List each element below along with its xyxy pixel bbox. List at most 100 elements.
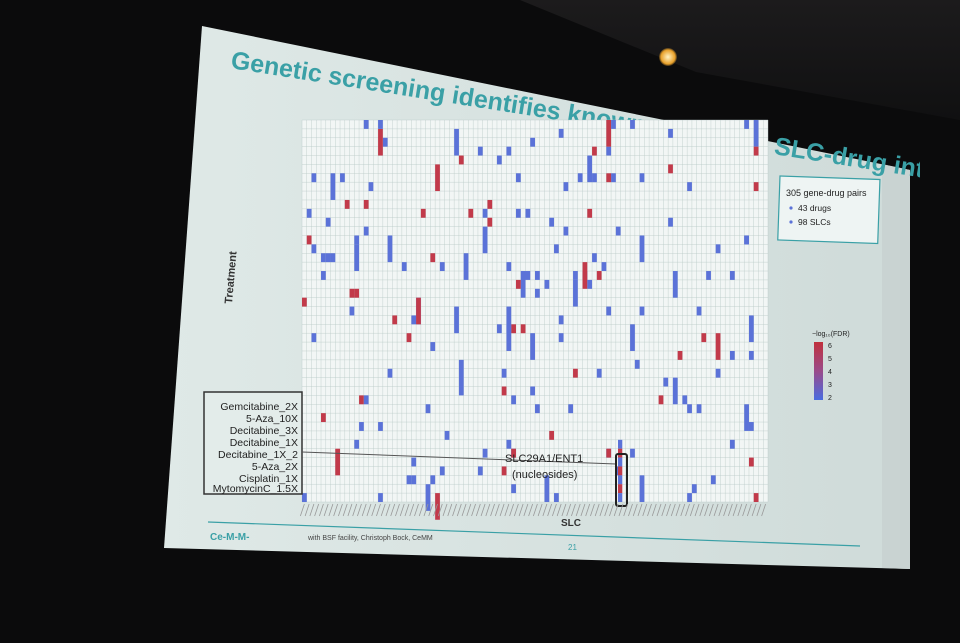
column-label-tick	[532, 503, 538, 517]
column-label-tick	[466, 503, 472, 517]
heatmap-cell	[668, 128, 673, 138]
column-label-tick	[609, 503, 614, 517]
heatmap-cell	[511, 395, 516, 405]
highlighted-column-cell	[618, 466, 623, 476]
page-number: 21	[568, 543, 577, 552]
heatmap-cell	[615, 226, 621, 236]
column-label-tick	[704, 503, 709, 517]
highlighted-column-cell	[618, 439, 623, 449]
column-label-tick	[580, 503, 586, 517]
column-label-tick	[713, 503, 719, 517]
bullet-dot	[789, 206, 793, 210]
legend-tick: 5	[828, 356, 832, 363]
heatmap-cell	[573, 368, 578, 378]
column-label-tick	[437, 503, 443, 517]
highlighted-column-cell	[618, 475, 623, 485]
heatmap-cell	[330, 253, 336, 263]
column-label-tick	[314, 503, 320, 517]
column-label-tick	[590, 503, 595, 517]
column-label-tick	[623, 503, 629, 517]
ceiling-spotlight-icon	[659, 48, 677, 66]
heatmap-cell	[302, 297, 307, 307]
highlighted-column-cell	[618, 457, 623, 467]
heatmap-cell	[744, 404, 749, 431]
heatmap-cell	[468, 208, 474, 218]
heatmap-cell	[349, 306, 355, 316]
heatmap-cell	[596, 271, 602, 280]
column-label-tick	[352, 503, 358, 517]
heatmap-cell	[535, 404, 540, 414]
heatmap-cell	[611, 173, 616, 183]
heatmap-cell	[306, 235, 312, 245]
footer-credit: with BSF facility, Christoph Bock, CeMM	[307, 535, 433, 542]
heatmap-cell	[501, 466, 507, 476]
heatmap-cell	[354, 288, 360, 298]
column-label-tick	[604, 503, 610, 517]
heatmap-cell	[530, 333, 535, 360]
column-label-tick	[357, 503, 362, 517]
column-label-tick	[509, 503, 514, 517]
heatmap-cell	[668, 164, 673, 174]
column-label-tick	[328, 503, 334, 517]
heatmap-cell	[682, 395, 688, 405]
heatmap-cell	[558, 333, 564, 343]
heatmap-cell	[321, 253, 326, 263]
heatmap-cell	[435, 164, 440, 192]
heatmap-cell	[520, 271, 526, 298]
legend-tick: 4	[828, 369, 832, 376]
heatmap-cell	[672, 377, 678, 405]
column-label-tick	[571, 503, 576, 517]
heatmap-cell	[325, 217, 331, 227]
heatmap-cell	[587, 155, 593, 183]
screen-edge	[882, 164, 910, 569]
heatmap-cell	[302, 493, 307, 502]
heatmap-cell	[530, 137, 535, 147]
heatmap-cell	[435, 493, 440, 520]
heatmap-cell	[378, 128, 383, 156]
heatmap-cell	[710, 475, 716, 485]
heatmap-cell	[378, 493, 383, 502]
column-label-tick	[552, 503, 557, 517]
column-label-tick	[395, 503, 400, 517]
heatmap-cell	[363, 226, 369, 236]
heatmap-cell	[639, 173, 645, 183]
heatmap-cell	[496, 324, 502, 334]
heatmap-cell	[378, 120, 383, 129]
heatmap-cell	[544, 279, 550, 289]
heatmap-cell	[535, 271, 540, 280]
heatmap-cell	[506, 146, 512, 156]
heatmap-cell	[715, 333, 721, 360]
column-label-tick	[694, 503, 700, 517]
legend-tick: 2	[828, 395, 832, 402]
heatmap-cell	[321, 413, 326, 423]
heatmap-cell	[753, 182, 759, 192]
column-label-tick	[556, 503, 562, 517]
heatmap-cell	[306, 208, 312, 218]
heatmap-cell	[354, 439, 360, 449]
footer-logo: Ce-M-M-	[210, 532, 249, 543]
column-label-tick	[742, 503, 747, 517]
column-label-tick	[299, 503, 305, 517]
heatmap-cell	[511, 324, 516, 334]
column-label-tick	[651, 503, 657, 517]
heatmap-cell	[606, 173, 612, 183]
heatmap-cell	[482, 226, 488, 254]
heatmap-cell	[544, 475, 550, 502]
heatmap-cell	[554, 493, 559, 502]
heatmap-cell	[668, 217, 673, 227]
heatmap-cell	[658, 395, 664, 405]
heatmap-cell	[549, 430, 555, 440]
column-label-tick	[723, 503, 728, 517]
column-label-tick	[708, 503, 714, 517]
heatmap-cell	[639, 475, 645, 502]
heatmap-cell	[511, 484, 516, 494]
heatmap-cell	[406, 475, 412, 485]
y-axis-label: Treatment	[223, 251, 240, 305]
heatmap-cell	[525, 208, 531, 218]
column-label-tick	[675, 503, 681, 517]
column-label-tick	[490, 503, 495, 517]
heatmap-cell	[696, 404, 702, 414]
heatmap-cell	[630, 120, 635, 129]
heatmap-cell	[606, 306, 612, 316]
heatmap-cell	[406, 333, 412, 343]
